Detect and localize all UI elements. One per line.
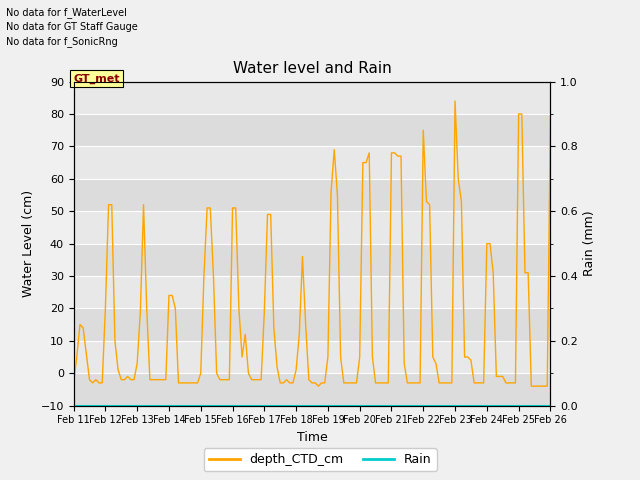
- Text: GT_met: GT_met: [74, 73, 120, 84]
- Y-axis label: Water Level (cm): Water Level (cm): [22, 190, 35, 297]
- Title: Water level and Rain: Water level and Rain: [232, 61, 392, 76]
- Text: No data for GT Staff Gauge: No data for GT Staff Gauge: [6, 22, 138, 32]
- Bar: [74, 179, 550, 211]
- Text: No data for f_WaterLevel: No data for f_WaterLevel: [6, 7, 127, 18]
- Bar: [74, 211, 550, 243]
- Y-axis label: Rain (mm): Rain (mm): [584, 211, 596, 276]
- Bar: [74, 373, 550, 406]
- Bar: [74, 276, 550, 308]
- Bar: [74, 244, 550, 276]
- Bar: [74, 308, 550, 341]
- Text: No data for f_SonicRng: No data for f_SonicRng: [6, 36, 118, 47]
- Legend: depth_CTD_cm, Rain: depth_CTD_cm, Rain: [204, 448, 436, 471]
- Bar: [74, 82, 550, 114]
- X-axis label: Time: Time: [296, 431, 328, 444]
- Bar: [74, 341, 550, 373]
- Bar: [74, 146, 550, 179]
- Bar: [74, 114, 550, 146]
